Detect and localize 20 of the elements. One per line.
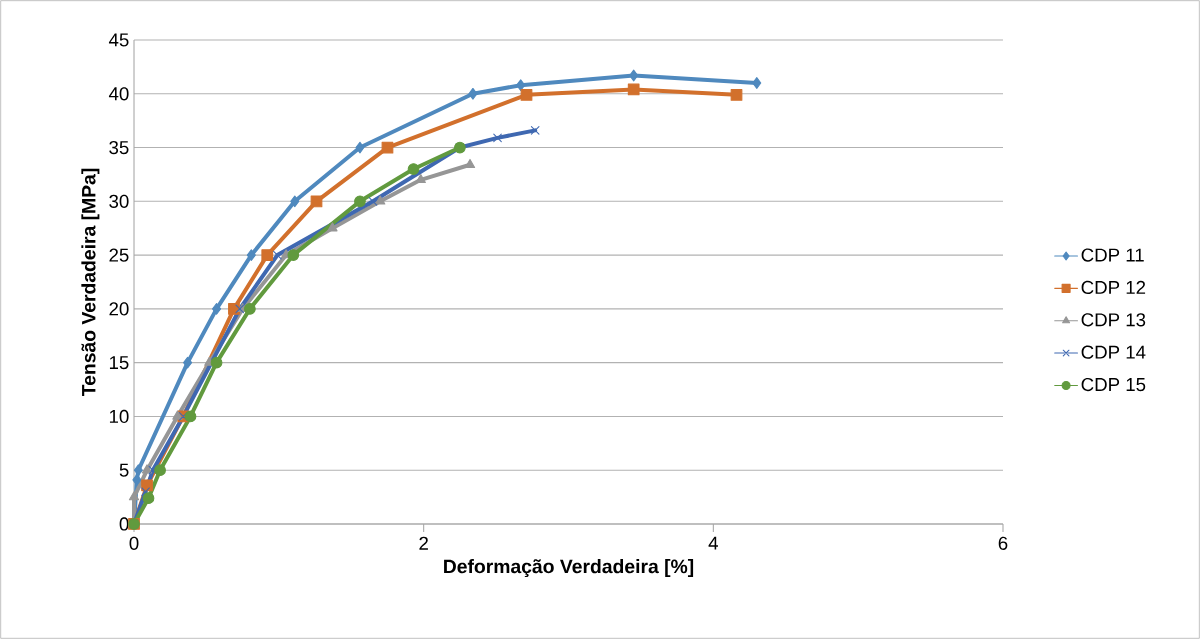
y-tick-label: 15 — [109, 356, 129, 370]
x-tick-label: 4 — [708, 536, 718, 550]
y-tick-label: 25 — [109, 248, 129, 262]
y-tick-label: 5 — [119, 463, 129, 477]
x-tick-label: 2 — [419, 536, 428, 550]
x-tick-label: 6 — [998, 536, 1008, 550]
legend-label: CDP 12 — [1081, 280, 1146, 295]
legend-label: CDP 15 — [1081, 377, 1146, 392]
x-tick-label: 0 — [129, 536, 139, 550]
x-axis-title: Deformação Verdadeira [%] — [444, 559, 694, 578]
y-axis-title: Tensão Verdadeira [MPa] — [81, 168, 100, 397]
y-tick-label: 30 — [109, 194, 129, 208]
y-tick-label: 20 — [109, 302, 129, 316]
legend-label: CDP 14 — [1081, 345, 1146, 359]
legend-label: CDP 11 — [1081, 248, 1144, 262]
y-tick-label: 35 — [109, 140, 129, 155]
y-tick-label: 45 — [108, 33, 129, 47]
y-tick-label: 10 — [109, 409, 129, 424]
y-tick-label: 40 — [108, 87, 129, 101]
legend-label: CDP 13 — [1081, 313, 1146, 327]
